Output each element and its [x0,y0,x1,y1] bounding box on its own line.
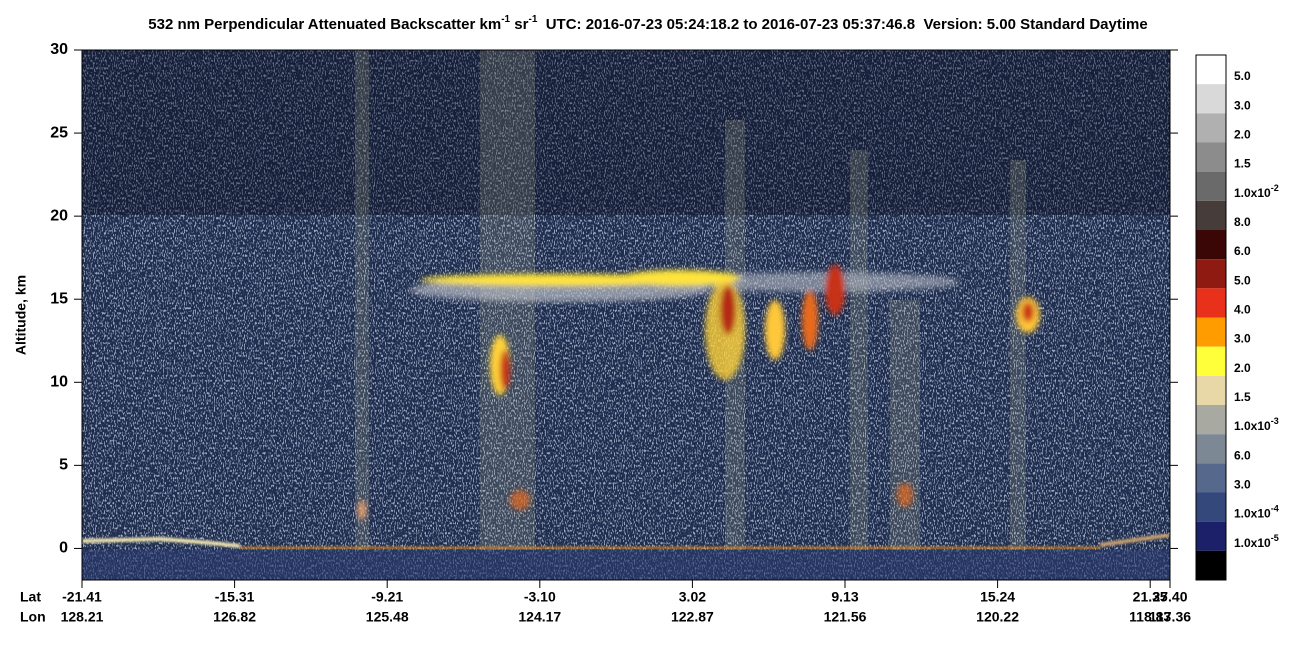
colorbar-label-text: 8.0 [1234,215,1251,229]
x-tick-label: 124.17 [518,609,561,625]
colorbar-label-text: 1.5 [1234,157,1251,171]
colorbar-swatch [1196,492,1226,522]
colorbar-swatch [1196,230,1226,260]
y-tick-label: 30 [50,41,68,58]
y-tick-label: 5 [59,457,68,474]
x-tick-label: 9.13 [831,589,858,605]
y-tick-label: 20 [50,207,68,224]
colorbar-label-text: 3.0 [1234,99,1251,113]
colorbar-label: 1.0x10-5 [1234,533,1279,550]
colorbar-label-text: 6.0 [1234,449,1251,463]
x-tick-label: 122.87 [671,609,714,625]
x-tick-label: -21.41 [62,589,102,605]
colorbar-label-exponent: -5 [1271,533,1279,543]
x-tick-label: 125.48 [366,609,409,625]
colorbar-swatch [1196,142,1226,172]
x-tick-label: 121.56 [824,609,867,625]
x-row-name: Lon [20,609,46,625]
colorbar-label: 1.5 [1234,157,1251,171]
colorbar-label: 6.0 [1234,244,1251,258]
colorbar-swatch [1196,171,1226,201]
colorbar-label-exponent: -3 [1271,417,1279,427]
x-tick-label: 117.36 [1149,609,1191,625]
colorbar-label-text: 5.0 [1234,274,1251,288]
colorbar-label: 4.0 [1234,303,1251,317]
chart-title: 532 nm Perpendicular Attenuated Backscat… [148,14,1147,33]
x-tick-label: 128.21 [61,609,104,625]
x-tick-label: 15.24 [980,589,1015,605]
colorbar-label: 2.0 [1234,128,1251,142]
colorbar-swatch [1196,521,1226,551]
colorbar-swatch [1196,113,1226,143]
colorbar-label: 3.0 [1234,99,1251,113]
colorbar-swatch [1196,55,1226,85]
colorbar-label: 1.0x10-4 [1234,504,1279,521]
x-row-name: Lat [20,589,41,605]
colorbar-label-text: 3.0 [1234,478,1251,492]
colorbar-swatch [1196,550,1226,580]
colorbar-swatch [1196,84,1226,114]
colorbar-label: 6.0 [1234,449,1251,463]
y-tick-label: 25 [50,124,68,141]
colorbar-label: 1.5 [1234,390,1251,404]
title-part: sr [510,16,529,33]
colorbar-swatch [1196,463,1226,493]
x-tick-label: 3.02 [679,589,706,605]
colorbar-label: 1.0x10-3 [1234,417,1279,434]
colorbar-swatch [1196,200,1226,230]
colorbar-swatch [1196,375,1226,405]
x-tick-label: -3.10 [524,589,556,605]
x-tick-label: 126.82 [213,609,256,625]
y-tick-label: 15 [50,290,68,307]
colorbar-label-text: 5.0 [1234,69,1251,83]
x-tick-label: 27.40 [1152,589,1187,605]
colorbar-label-text: 1.0x10 [1234,536,1271,550]
colorbar-label: 2.0 [1234,361,1251,375]
y-axis-label: Altitude, km [13,275,29,355]
x-tick-label: 21.35 [1133,589,1168,605]
colorbar-label-text: 3.0 [1234,332,1251,346]
colorbar-label-text: 1.0x10 [1234,507,1271,521]
colorbar-label: 5.0 [1234,274,1251,288]
colorbar-frame [1195,54,1227,581]
colorbar-label: 3.0 [1234,478,1251,492]
colorbar-swatch [1196,317,1226,347]
colorbar-swatch [1196,288,1226,318]
colorbar-label-text: 2.0 [1234,361,1251,375]
colorbar-label-text: 1.0x10 [1234,419,1271,433]
title-superscript: -1 [528,14,537,25]
colorbar-label-text: 1.0x10 [1234,186,1271,200]
colorbar-label-exponent: -2 [1271,183,1279,193]
plot-frame [81,49,1171,581]
x-tick-label: -15.31 [215,589,255,605]
colorbar-label: 1.0x10-2 [1234,183,1279,200]
x-tick-label: -9.21 [371,589,403,605]
colorbar-swatch [1196,259,1226,289]
colorbar-label-exponent: -4 [1271,504,1279,514]
title-part: UTC: 2016-07-23 05:24:18.2 to 2016-07-23… [537,16,1147,33]
colorbar-label-text: 2.0 [1234,128,1251,142]
colorbar-label-text: 6.0 [1234,244,1251,258]
colorbar-label: 8.0 [1234,215,1251,229]
backscatter-image [82,50,1170,580]
title-superscript: -1 [501,14,510,25]
colorbar-label: 3.0 [1234,332,1251,346]
y-tick-label: 0 [59,540,68,557]
colorbar-swatch [1196,346,1226,376]
colorbar-label-text: 1.5 [1234,390,1251,404]
colorbar-label: 5.0 [1234,69,1251,83]
colorbar-swatch [1196,405,1226,435]
y-tick-label: 10 [50,374,68,391]
x-tick-label: 118.83 [1129,609,1171,625]
colorbar-swatch [1196,434,1226,464]
x-tick-label: 120.22 [976,609,1019,625]
title-part: 532 nm Perpendicular Attenuated Backscat… [148,16,501,33]
colorbar-label-text: 4.0 [1234,303,1251,317]
